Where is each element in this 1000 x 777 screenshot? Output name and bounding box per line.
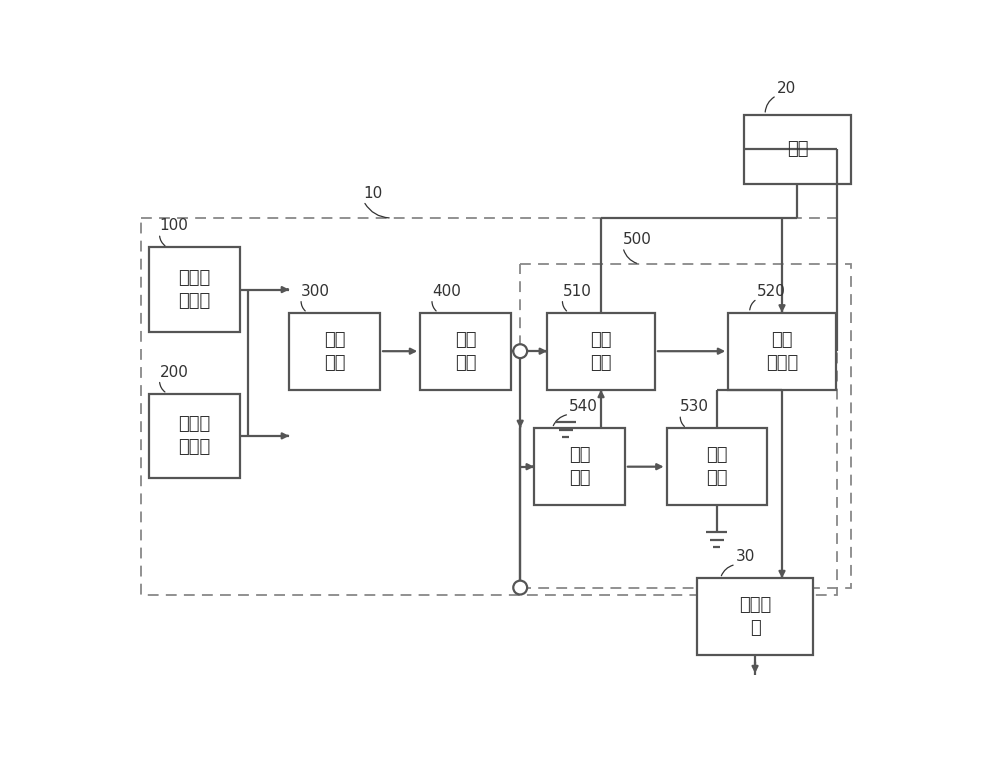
Text: 器: 器 (750, 619, 760, 637)
Bar (149, 393, 240, 478)
Text: 控按键: 控按键 (178, 438, 211, 456)
Text: 第二触: 第二触 (178, 416, 211, 434)
Text: 电路: 电路 (455, 354, 476, 371)
Bar (534, 428, 625, 505)
Bar (520, 264, 851, 587)
Text: 电池: 电池 (787, 141, 808, 159)
Text: 电路: 电路 (706, 469, 727, 487)
Bar (728, 312, 836, 390)
Text: 30: 30 (736, 549, 755, 564)
Text: 510: 510 (563, 284, 591, 299)
Text: 延时: 延时 (455, 331, 476, 349)
Text: 主控制: 主控制 (739, 596, 771, 615)
Bar (149, 247, 240, 332)
Bar (666, 428, 767, 505)
Text: 20: 20 (777, 81, 796, 96)
Text: 控制: 控制 (590, 331, 612, 349)
Text: 子电路: 子电路 (766, 354, 798, 371)
Text: 开关: 开关 (771, 331, 793, 349)
Text: 530: 530 (680, 399, 709, 414)
Bar (141, 218, 837, 595)
Text: 520: 520 (757, 284, 786, 299)
Circle shape (513, 344, 527, 358)
Bar (547, 312, 655, 390)
Bar (289, 312, 380, 390)
Text: 400: 400 (432, 284, 461, 299)
Text: 电路: 电路 (569, 469, 590, 487)
Text: 100: 100 (160, 218, 188, 233)
Text: 下拉: 下拉 (706, 446, 727, 464)
Text: 200: 200 (160, 364, 188, 380)
Bar (697, 578, 813, 655)
Text: 检测: 检测 (569, 446, 590, 464)
Text: 540: 540 (569, 399, 598, 414)
Text: 触控: 触控 (324, 331, 345, 349)
Text: 300: 300 (301, 284, 330, 299)
Bar (420, 312, 511, 390)
Text: 电路: 电路 (324, 354, 345, 371)
Text: 10: 10 (364, 186, 383, 201)
Text: 控按键: 控按键 (178, 292, 211, 310)
Text: 500: 500 (623, 232, 652, 247)
Text: 第一触: 第一触 (178, 269, 211, 287)
Bar (744, 115, 851, 184)
Text: 电路: 电路 (590, 354, 612, 371)
Circle shape (513, 580, 527, 594)
